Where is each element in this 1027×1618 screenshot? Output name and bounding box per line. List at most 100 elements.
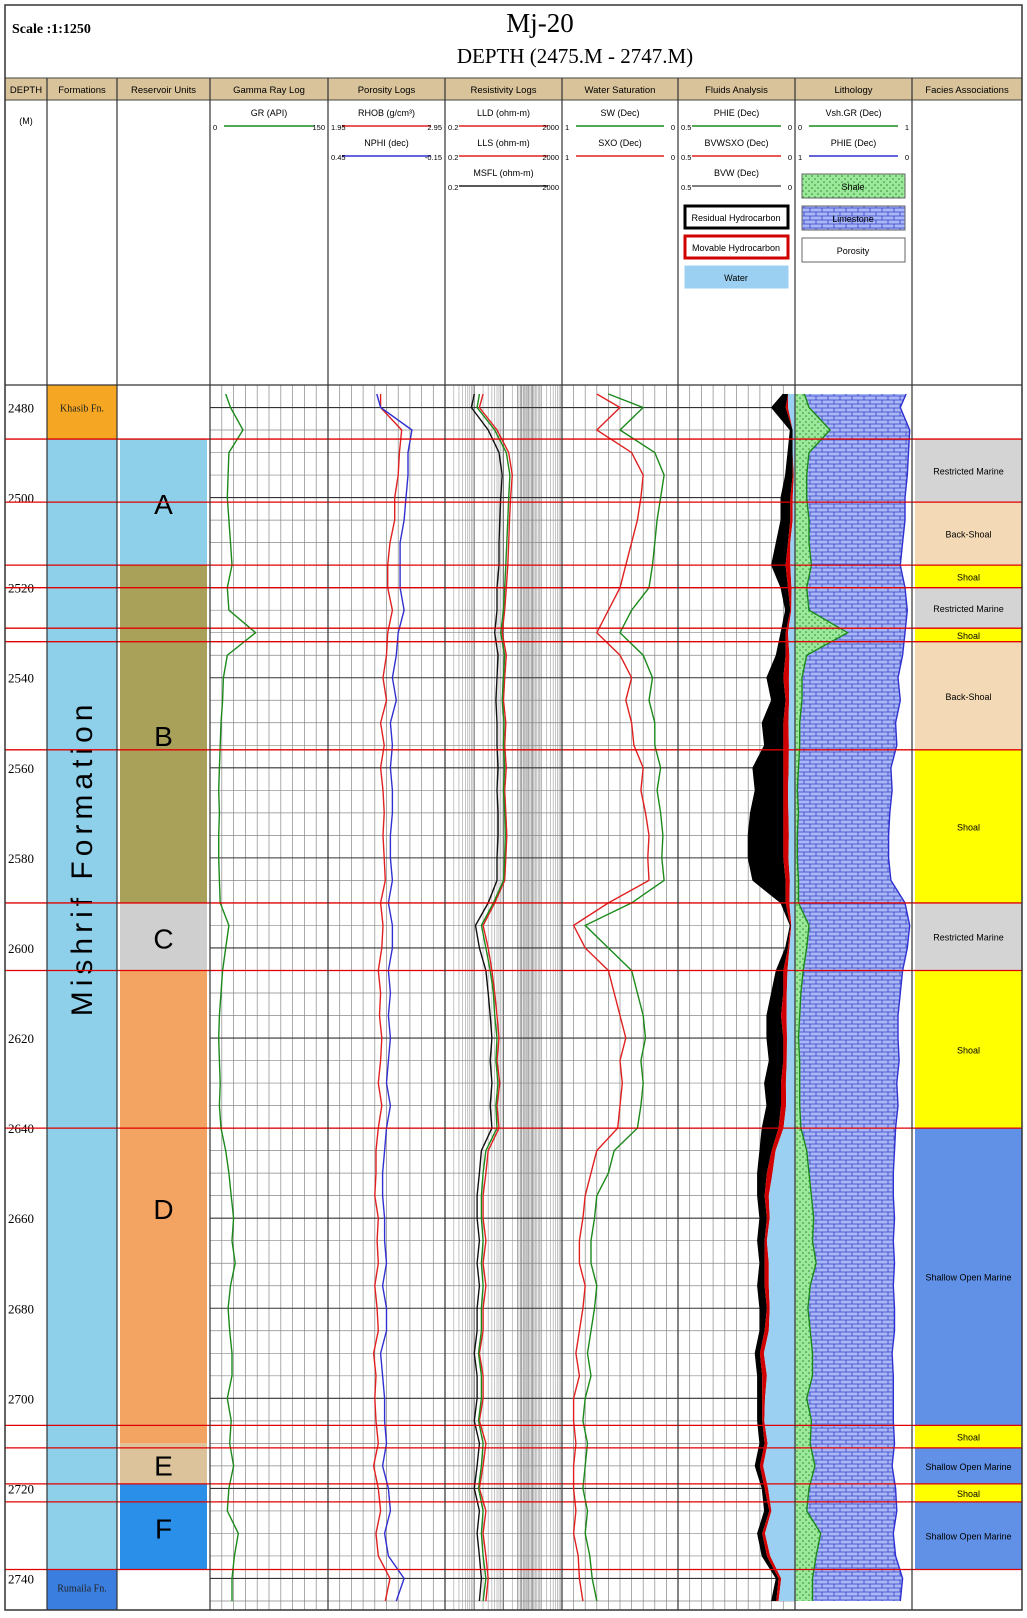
facies-label-4: Shoal [957,631,980,641]
curve-name-sw-1: SXO (Dec) [598,138,642,148]
reservoir-unit-label-A: A [154,489,173,520]
facies-label-1: Back-Shoal [945,530,991,540]
curve-min-res-2: 0.2 [448,183,458,192]
depth-tick-2620: 2620 [8,1031,34,1046]
curve-max-fluid-0: 0 [788,123,792,132]
chart-frame [4,4,1023,1611]
reservoir-unit-label-B: B [154,721,173,752]
curve-min-por-1: 0.45 [331,153,346,162]
track-grid-sw [562,385,678,1610]
track-grid-por [328,385,445,1610]
curve-max-por-0: 2.95 [427,123,442,132]
chart-title: Mj-20 [506,8,574,38]
depth-tick-2580: 2580 [8,851,34,866]
curve-name-res-2: MSFL (ohm-m) [473,168,533,178]
fluid-legend-label-2: Water [724,273,748,283]
depth-tick-2540: 2540 [8,671,34,686]
depth-tick-2500: 2500 [8,491,34,506]
fluid-legend-box-2 [684,265,789,289]
curve-max-fluid-2: 0 [788,183,792,192]
facies-band-3 [915,587,1022,629]
reservoir-unit-label-C: C [153,924,173,955]
curve-min-por-0: 1.95 [331,123,346,132]
depth-tick-2560: 2560 [8,761,34,776]
curve-max-res-1: 2000 [542,153,559,162]
column-header-fluid: Fluids Analysis [705,85,768,96]
facies-label-11: Shallow Open Marine [925,1462,1011,1472]
fluid-legend-box-1 [683,234,790,260]
facies-band-11 [915,1447,1022,1484]
facies-band-4 [915,628,1022,642]
lith-legend-label-2: Porosity [837,246,870,256]
column-header-lith: Lithology [834,85,872,96]
curve-min-fluid-1: 0.5 [681,153,691,162]
curve-max-gr-0: 150 [312,123,325,132]
curve-name-fluid-2: BVW (Dec) [714,168,759,178]
curve-name-res-1: LLS (ohm-m) [477,138,530,148]
reservoir-unit-C [120,902,207,971]
facies-label-8: Shoal [957,1045,980,1055]
curve-min-lith-0: 0 [798,123,802,132]
facies-band-13 [915,1501,1022,1570]
facies-band-10 [915,1425,1022,1448]
curve-name-por-1: NPHI (dec) [364,138,409,148]
facies-label-9: Shallow Open Marine [925,1273,1011,1283]
curve-max-res-2: 2000 [542,183,559,192]
reservoir-unit-label-D: D [153,1194,173,1225]
fluid-legend-box-0 [683,204,790,230]
facies-band-12 [915,1483,1022,1502]
lith-legend-label-0: Shale [841,182,864,192]
depth-tick-2680: 2680 [8,1301,34,1316]
depth-tick-2600: 2600 [8,941,34,956]
facies-label-0: Restricted Marine [933,467,1004,477]
curve-name-lith-1: PHIE (Dec) [831,138,877,148]
curve-name-sw-0: SW (Dec) [601,108,640,118]
formation-label-2: Rumaila Fn. [57,1583,106,1594]
formation-0 [47,385,117,440]
curve-max-res-0: 2000 [542,123,559,132]
facies-band-2 [915,565,1022,588]
curve-max-lith-0: 1 [905,123,909,132]
column-header-por: Porosity Logs [358,85,416,96]
reservoir-unit-E [120,1443,207,1484]
track-grid-res [444,385,562,1610]
facies-label-7: Restricted Marine [933,933,1004,943]
facies-band-9 [915,1128,1022,1426]
lith-legend-box-0 [801,173,906,199]
curve-max-sw-0: 0 [671,123,675,132]
column-header-units: Reservoir Units [131,85,196,96]
curve-min-fluid-0: 0.5 [681,123,691,132]
curve-min-fluid-2: 0.5 [681,183,691,192]
reservoir-unit-B [120,565,207,903]
curve-name-gr-0: GR (API) [251,108,288,118]
reservoir-unit-F [120,1483,207,1570]
lith-limestone [797,394,910,1601]
fluid-water [763,394,795,1601]
curve-name-fluid-1: BVWSXO (Dec) [704,138,768,148]
curve-name-fluid-0: PHIE (Dec) [714,108,760,118]
facies-label-2: Shoal [957,572,980,582]
facies-label-6: Shoal [957,822,980,832]
reservoir-unit-D [120,970,207,1444]
curve-min-res-0: 0.2 [448,123,458,132]
facies-label-12: Shoal [957,1489,980,1499]
depth-unit-label: (M) [19,116,33,126]
column-header-res: Resistivity Logs [471,85,537,96]
depth-tick-2660: 2660 [8,1211,34,1226]
facies-band-8 [915,970,1022,1129]
curve-min-sw-1: 1 [565,153,569,162]
curve-max-por-1: -0.15 [425,153,442,162]
curve-name-res-0: LLD (ohm-m) [477,108,530,118]
lith-legend-box-1 [801,205,906,231]
depth-tick-2740: 2740 [8,1571,34,1586]
curve-max-lith-1: 0 [905,153,909,162]
facies-band-6 [915,749,1022,903]
curve-max-sw-1: 0 [671,153,675,162]
facies-label-10: Shoal [957,1433,980,1443]
fluid-legend-label-0: Residual Hydrocarbon [691,213,780,223]
fluid-movable-hc [759,394,794,1601]
chart-subtitle: DEPTH (2475.M - 2747.M) [456,44,694,68]
reservoir-unit-label-E: E [154,1451,173,1482]
column-header-sw: Water Saturation [585,85,656,96]
